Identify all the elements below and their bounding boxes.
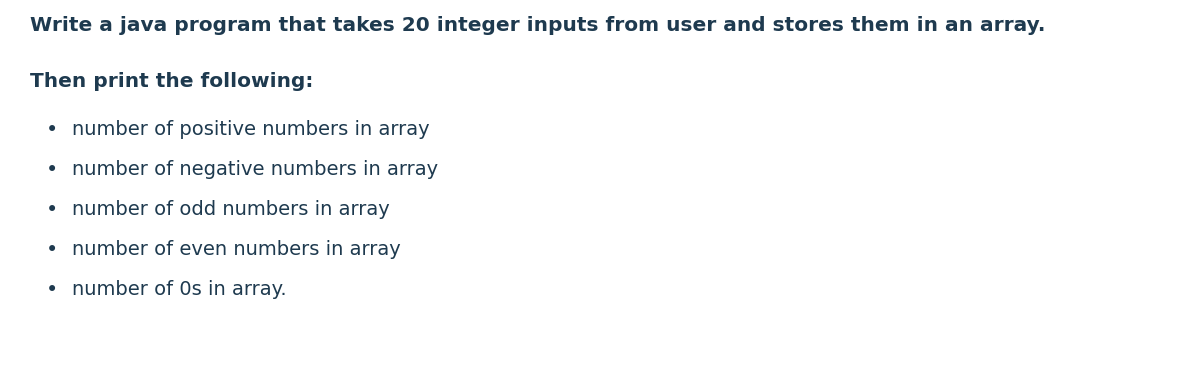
Text: number of 0s in array.: number of 0s in array. <box>72 280 287 299</box>
Text: number of even numbers in array: number of even numbers in array <box>72 240 401 259</box>
Text: •: • <box>46 280 58 300</box>
Text: •: • <box>46 120 58 140</box>
Text: •: • <box>46 160 58 180</box>
Text: Write a java program that takes 20 integer inputs from user and stores them in a: Write a java program that takes 20 integ… <box>30 16 1045 35</box>
Text: •: • <box>46 240 58 260</box>
Text: •: • <box>46 200 58 220</box>
Text: number of negative numbers in array: number of negative numbers in array <box>72 160 438 179</box>
Text: Then print the following:: Then print the following: <box>30 72 313 91</box>
Text: number of positive numbers in array: number of positive numbers in array <box>72 120 430 139</box>
Text: number of odd numbers in array: number of odd numbers in array <box>72 200 390 219</box>
